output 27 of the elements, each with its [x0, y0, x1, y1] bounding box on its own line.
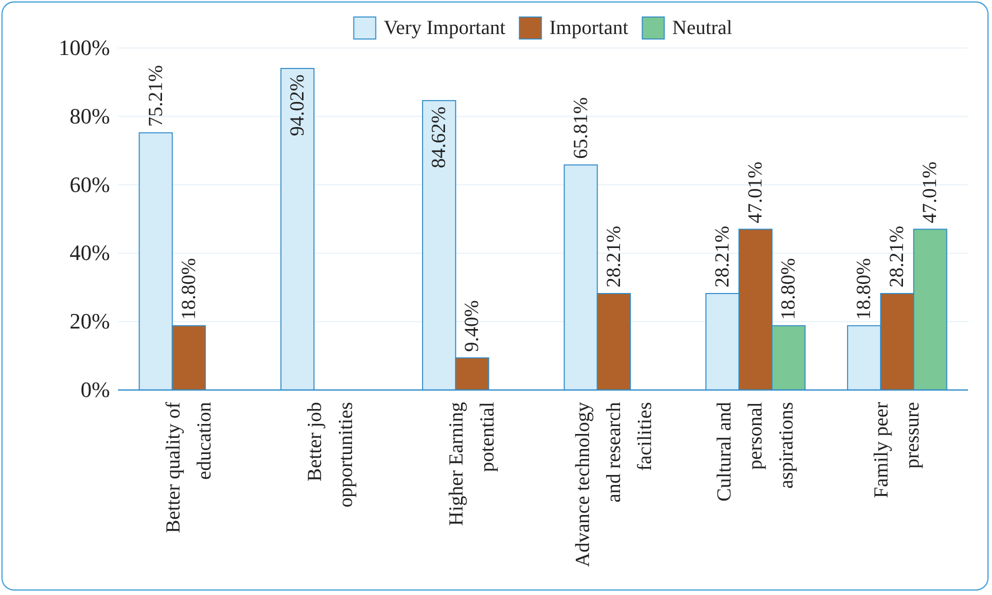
x-tick-label: Better quality of education — [162, 402, 216, 534]
y-tick-label: 100% — [58, 35, 110, 60]
x-tick-label: Higher Earning potential — [446, 402, 499, 526]
data-label: 47.01% — [744, 162, 766, 224]
y-tick-label: 0% — [80, 377, 110, 402]
y-tick-label: 40% — [70, 240, 110, 266]
x-tick-label: Family peer pressure — [870, 402, 924, 498]
legend-label: Neutral — [672, 17, 733, 39]
y-tick-label: 60% — [70, 172, 110, 197]
data-label: 18.80% — [178, 258, 200, 320]
y-tick-label: 20% — [70, 308, 110, 334]
data-label: 28.21% — [886, 226, 908, 288]
data-label: 47.01% — [919, 162, 942, 224]
data-label: 84.62% — [428, 106, 450, 168]
data-label: 28.21% — [602, 226, 625, 288]
legend-label: Important — [549, 17, 629, 39]
legend-label: Very Important — [384, 17, 506, 39]
data-label: 18.80% — [778, 258, 800, 320]
data-label: 75.21% — [144, 65, 167, 127]
data-label: 94.02% — [286, 74, 308, 136]
data-label: 18.80% — [853, 258, 876, 320]
x-tick-label: Better job opportunities — [304, 402, 357, 508]
data-label: 28.21% — [711, 226, 734, 288]
x-tick-label: Advance technology and research facilities — [572, 402, 656, 567]
data-label: 9.40% — [461, 300, 484, 352]
y-tick-label: 80% — [70, 103, 110, 128]
data-label: 65.81% — [570, 97, 592, 159]
